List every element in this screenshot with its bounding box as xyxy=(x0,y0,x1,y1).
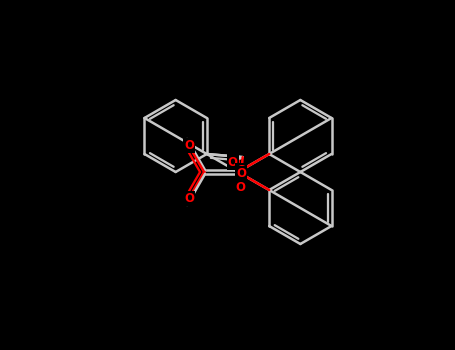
Text: O: O xyxy=(236,167,246,180)
Text: O: O xyxy=(236,164,246,177)
Text: O: O xyxy=(184,139,194,152)
Text: O: O xyxy=(228,156,238,169)
Text: O: O xyxy=(235,181,245,194)
Text: O: O xyxy=(184,192,194,205)
